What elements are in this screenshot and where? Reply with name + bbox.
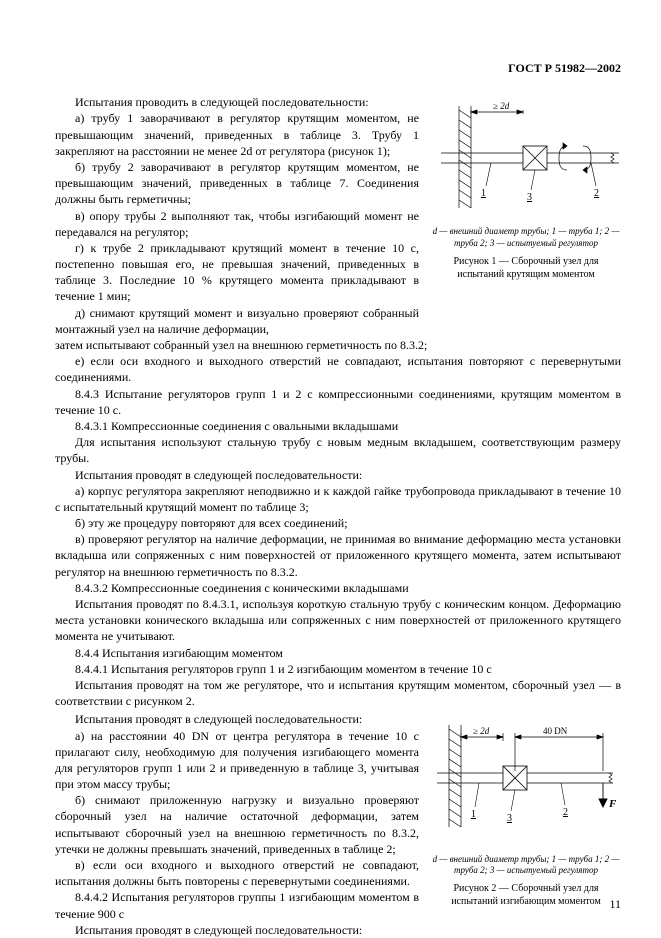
figure-1-legend: d — внешний диаметр трубы; 1 — труба 1; … (431, 226, 621, 249)
para: Испытания проводят по 8.4.3.1, используя… (55, 596, 621, 645)
para: Испытания проводить в следующей последов… (55, 94, 419, 110)
figure-2-block: ≥ 2d 40 DN (431, 711, 621, 938)
para: а) корпус регулятора закрепляют неподвиж… (55, 483, 621, 515)
para: е) если оси входного и выходного отверст… (55, 353, 621, 385)
figure-1-block: ≥ 2d (431, 94, 621, 337)
para: 8.4.4.2 Испытания регуляторов группы 1 и… (55, 889, 419, 921)
figure-2-title: Рисунок 2 — Сборочный узел для испытаний… (431, 882, 621, 908)
para: Для испытания используют стальную трубу … (55, 434, 621, 466)
para: Испытания проводят на том же регуляторе,… (55, 677, 621, 709)
para: д) снимают крутящий момент и визуально п… (55, 305, 419, 337)
figure-2-legend: d — внешний диаметр трубы; 1 — труба 1; … (431, 854, 621, 877)
para: а) трубу 1 заворачивают в регулятор крут… (55, 110, 419, 159)
para: б) трубу 2 заворачивают в регулятор крут… (55, 159, 419, 208)
bottom-columns: Испытания проводят в следующей последова… (55, 711, 621, 938)
fig2-label-1: 1 (471, 809, 476, 820)
fig1-label-2: 2 (594, 188, 599, 199)
para: б) эту же процедуру повторяют для всех с… (55, 515, 621, 531)
fig2-label-2: 2 (563, 807, 568, 818)
fig1-label-1: 1 (481, 188, 486, 199)
para: в) проверяют регулятор на наличие деформ… (55, 531, 621, 580)
fig2-label-3: 3 (507, 813, 512, 824)
page: ГОСТ Р 51982—2002 Испытания проводить в … (0, 0, 661, 936)
doc-header: ГОСТ Р 51982—2002 (55, 60, 621, 76)
figure-2: ≥ 2d 40 DN (431, 715, 621, 849)
bottom-left-text: Испытания проводят в следующей последова… (55, 711, 419, 938)
para: 8.4.3.1 Компрессионные соединения с овал… (55, 418, 621, 434)
fig2-force-label: F (608, 798, 617, 810)
fig1-dim-label: ≥ 2d (493, 101, 510, 111)
para: 8.4.4.1 Испытания регуляторов групп 1 и … (55, 661, 621, 677)
para: в) если оси входного и выходного отверст… (55, 857, 419, 889)
para: затем испытывают собранный узел на внешн… (55, 337, 621, 353)
page-number: 11 (609, 896, 621, 912)
para: 8.4.3 Испытание регуляторов групп 1 и 2 … (55, 386, 621, 418)
para: Испытания проводят в следующей последова… (55, 467, 621, 483)
fig1-label-3: 3 (527, 192, 532, 203)
para: 8.4.3.2 Компрессионные соединения с кони… (55, 580, 621, 596)
top-left-text: Испытания проводить в следующей последов… (55, 94, 419, 337)
para: г) к трубе 2 прикладывают крутящий момен… (55, 240, 419, 305)
para: в) опору трубы 2 выполняют так, чтобы из… (55, 208, 419, 240)
para: Испытания проводят в следующей последова… (55, 711, 419, 727)
figure-1: ≥ 2d (431, 98, 621, 222)
figure-1-title: Рисунок 1 — Сборочный узел для испытаний… (431, 255, 621, 281)
para: а) на расстоянии 40 DN от центра регулят… (55, 728, 419, 793)
fig2-dim1: ≥ 2d (473, 726, 490, 736)
mid-text: затем испытывают собранный узел на внешн… (55, 337, 621, 709)
top-columns: Испытания проводить в следующей последов… (55, 94, 621, 337)
para: б) снимают приложенную нагрузку и визуал… (55, 792, 419, 857)
fig2-dim2: 40 DN (543, 726, 568, 736)
para: 8.4.4 Испытания изгибающим моментом (55, 645, 621, 661)
